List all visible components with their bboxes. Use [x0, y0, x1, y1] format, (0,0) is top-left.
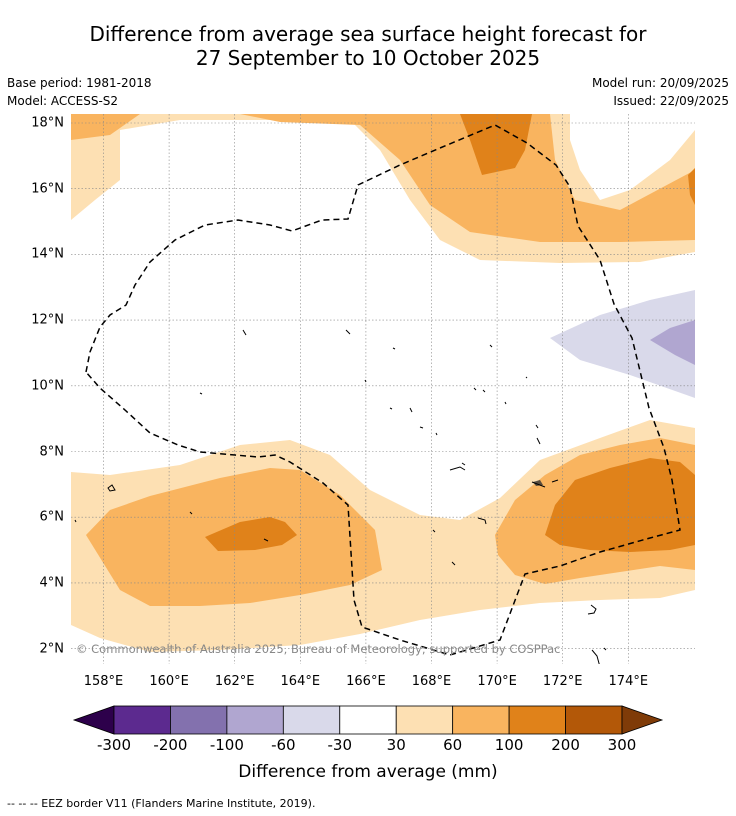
title-line-1: Difference from average sea surface heig… [89, 22, 647, 46]
colorbar-box [565, 705, 623, 735]
contour-negative-30-60 [550, 290, 695, 398]
contour-negative-60-100 [650, 320, 695, 365]
colorbar [72, 705, 664, 735]
gridlines [71, 114, 695, 664]
lat-tick-label: 14°N [31, 246, 64, 262]
colorbar-box [508, 705, 566, 735]
colorbar-box [452, 705, 510, 735]
lat-tick-label: 8°N [39, 444, 65, 459]
colorbar-box [395, 705, 454, 735]
lon-tick-label: 160°E [149, 674, 189, 689]
lon-tick-label: 174°E [608, 674, 649, 689]
meta-left: Base period: 1981-2018 Model: ACCESS-S2 [7, 74, 152, 110]
lat-tick-label: 10°N [31, 378, 64, 394]
lat-tick-label: 16°N [31, 181, 64, 197]
contour-top-100-200 [460, 114, 532, 175]
title-line-2: 27 September to 10 October 2025 [195, 46, 541, 70]
colorbar-box [339, 705, 397, 735]
colorbar-box [170, 705, 228, 735]
colorbar-tick-label: 60 [443, 736, 463, 754]
eez-legend-note: -- -- -- EEZ border V11 (Flanders Marine… [7, 797, 316, 810]
issued-date: Issued: 22/09/2025 [613, 94, 729, 108]
colorbar-tick-label: -200 [153, 736, 188, 754]
lon-tick-label: 164°E [280, 674, 321, 689]
lat-tick-label: 4°N [39, 575, 65, 591]
model-name: Model: ACCESS-S2 [7, 94, 119, 108]
lat-tick-label: 2°N [39, 641, 65, 657]
contour-top-60-100 [71, 114, 140, 140]
contour-top-white-gap [570, 114, 695, 200]
lon-tick-label: 172°E [542, 674, 583, 689]
colorbar-tick-label: 200 [551, 736, 580, 754]
contour-top-60-100-b [240, 114, 695, 242]
model-run: Model run: 20/09/2025 [591, 76, 729, 90]
base-period: Base period: 1981-2018 [7, 76, 152, 90]
meta-right: Model run: 20/09/2025 Issued: 22/09/2025 [592, 74, 729, 110]
copyright-text: © Commonwealth of Australia 2025, Bureau… [76, 642, 560, 656]
eez-border [85, 124, 681, 656]
colorbar-max-extend [621, 705, 664, 735]
lon-tick-label: 158°E [83, 674, 124, 689]
colorbar-box [282, 705, 341, 735]
colorbar-tick-label: -30 [327, 736, 353, 754]
lon-tick-label: 170°E [477, 674, 517, 689]
colorbar-box [226, 705, 284, 735]
colorbar-tick-label: 100 [494, 736, 524, 754]
colorbar-tick-label: -100 [209, 736, 244, 754]
colorbar-title: Difference from average (mm) [238, 762, 498, 782]
lat-tick-label: 12°N [31, 312, 64, 328]
colorbar-tick-label: 30 [386, 736, 406, 754]
contour-top-100-200-b [688, 168, 695, 205]
island-markers [74, 329, 607, 664]
contour-dark-blob [533, 480, 543, 486]
lat-tick-label: 18°N [31, 115, 64, 131]
map-panel: © Commonwealth of Australia 2025, Bureau… [71, 114, 695, 664]
lat-tick-label: 6°N [39, 509, 65, 525]
colorbar-box [113, 705, 171, 735]
lon-tick-label: 168°E [411, 674, 452, 689]
colorbar-tick-label: -60 [271, 736, 296, 754]
lon-tick-label: 166°E [346, 674, 386, 689]
colorbar-min-extend [72, 705, 115, 735]
colorbar-tick-label: -300 [96, 736, 132, 754]
lon-tick-label: 162°E [214, 674, 255, 689]
contour-bottom-left-100-200 [205, 517, 297, 551]
colorbar-tick-label: 300 [607, 736, 637, 754]
map-title: Difference from average sea surface heig… [0, 22, 736, 70]
contour-bottom-right-100-200 [545, 458, 695, 552]
